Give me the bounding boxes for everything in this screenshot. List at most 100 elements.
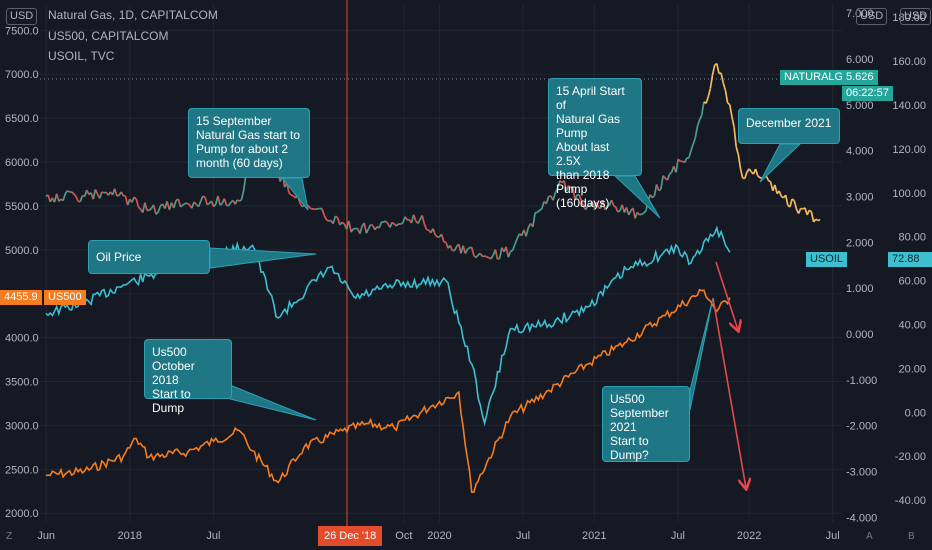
natural-gas-candle-segment	[383, 220, 386, 223]
natural-gas-candle-segment	[641, 212, 645, 215]
natural-gas-candle-segment	[488, 257, 492, 260]
natural-gas-candle-segment	[507, 251, 512, 258]
natural-gas-candle-segment	[182, 202, 186, 206]
scale-toggle-button[interactable]: B	[908, 531, 915, 542]
natural-gas-candle-segment	[778, 190, 783, 197]
natural-gas-candle-segment	[92, 189, 97, 200]
natural-gas-candle-segment	[797, 208, 802, 214]
natural-gas-candle-segment	[784, 194, 789, 206]
x-tick-label: 2020	[427, 530, 451, 542]
natural-gas-candle-segment	[75, 196, 79, 202]
natural-gas-candle-segment	[348, 220, 352, 233]
natural-gas-candle-segment	[227, 201, 232, 206]
x-tick-label: Jul	[671, 530, 685, 542]
zoom-button[interactable]: Z	[6, 531, 13, 542]
x-tick-label: Jul	[516, 530, 530, 542]
natural-gas-candle-segment	[617, 209, 621, 213]
auto-scale-button[interactable]: A	[866, 531, 873, 542]
natural-gas-candle-segment	[395, 223, 400, 227]
natural-gas-candle-segment	[328, 219, 332, 222]
crosshair-date-label: 26 Dec '18	[318, 526, 383, 546]
natural-gas-candle-segment	[426, 228, 429, 231]
natural-gas-candle-segment	[133, 196, 137, 200]
currency-label-right-1[interactable]: USD	[856, 8, 888, 25]
natural-gas-candle-segment	[126, 198, 131, 206]
natural-gas-candle-segment	[66, 189, 71, 193]
natural-gas-candle-segment	[157, 205, 162, 213]
natural-gas-candle-segment	[421, 215, 426, 225]
natural-gas-candle-segment	[532, 212, 536, 227]
natural-gas-candle-segment	[571, 186, 576, 200]
natural-gas-candle-segment	[559, 179, 563, 184]
us500-name-tag: US500	[44, 290, 86, 305]
us500-axis-tick: 5500.0	[5, 201, 39, 213]
natural-gas-candle-segment	[298, 201, 303, 207]
x-tick-label: Jun	[37, 530, 55, 542]
natural-gas-candle-segment	[698, 114, 703, 121]
legend-usoil: USOIL, TVC	[48, 49, 115, 63]
currency-label-right-2[interactable]: USD	[900, 8, 932, 25]
usoil-axis-tick: 160.00	[892, 56, 926, 68]
natural-gas-candle-segment	[79, 195, 84, 202]
natural-gas-candle-segment	[748, 168, 752, 173]
natural-gas-candle-segment	[213, 203, 217, 208]
natural-gas-candle-segment	[116, 194, 120, 197]
dump-arrows	[712, 261, 746, 488]
natural-gas-candle-segment	[423, 223, 428, 230]
natural-gas-candle-segment	[482, 255, 485, 258]
natural-gas-axis-tick: 0.000	[846, 329, 874, 341]
natural-gas-candle-segment	[791, 198, 795, 202]
natural-gas-candle-segment	[720, 72, 725, 84]
natural-gas-candle-segment	[525, 227, 530, 237]
natural-gas-candle-segment	[240, 189, 245, 200]
natural-gas-candle-segment	[202, 195, 206, 199]
natural-gas-candle-segment	[636, 211, 641, 216]
natural-gas-candle-segment	[536, 209, 541, 213]
natural-gas-candle-segment	[47, 194, 52, 203]
natural-gas-candle-segment	[98, 191, 103, 199]
x-tick-label: 2022	[737, 530, 761, 542]
natural-gas-candle-segment	[700, 101, 705, 116]
natural-gas-candle-segment	[363, 222, 368, 234]
annotation-ng-april: 15 April Start of Natural Gas Pump About…	[548, 78, 642, 210]
natural-gas-candle-segment	[540, 201, 545, 210]
natural-gas-candle-segment	[339, 221, 343, 226]
natural-gas-candle-segment	[365, 228, 370, 234]
natural-gas-candle-segment	[334, 215, 339, 219]
natural-gas-candle-segment	[479, 252, 484, 258]
natural-gas-candle-segment	[498, 247, 503, 259]
natural-gas-candle-segment	[497, 257, 501, 261]
natural-gas-price-tag: 5.626	[842, 70, 878, 85]
natural-gas-candle-segment	[727, 102, 731, 106]
currency-label-left[interactable]: USD	[6, 8, 38, 25]
natural-gas-candle-segment	[707, 88, 712, 98]
natural-gas-candle-segment	[453, 246, 458, 252]
natural-gas-candle-segment	[393, 223, 397, 227]
natural-gas-candle-segment	[757, 175, 761, 179]
natural-gas-candle-segment	[135, 198, 140, 208]
natural-gas-candle-segment	[217, 195, 221, 206]
natural-gas-candle-segment	[556, 180, 561, 189]
natural-gas-candle-segment	[172, 200, 177, 209]
grid-lines	[40, 4, 842, 522]
natural-gas-candle-segment	[71, 191, 75, 195]
natural-gas-candle-segment	[210, 200, 215, 208]
natural-gas-candle-segment	[113, 188, 118, 197]
natural-gas-candle-segment	[514, 238, 518, 245]
natural-gas-candle-segment	[466, 246, 471, 251]
natural-gas-candle-segment	[604, 205, 608, 211]
natural-gas-candle-segment	[323, 214, 328, 221]
natural-gas-candle-segment	[715, 63, 720, 74]
countdown-tag: 06:22:57	[842, 86, 893, 101]
natural-gas-axis-tick: 7.000	[846, 8, 874, 20]
axis-labels: Jun 2018 Jul Oct 2020 Jul 2021 Jul 2022 Jul 2000.0…	[5, 8, 926, 542]
natural-gas-candle-segment	[743, 171, 748, 179]
natural-gas-candle-segment	[200, 195, 204, 202]
natural-gas-candle-segment	[615, 206, 619, 213]
natural-gas-candle-segment	[595, 201, 600, 209]
natural-gas-candle-segment	[475, 254, 479, 259]
natural-gas-candle-segment	[643, 210, 647, 214]
natural-gas-candle-segment	[735, 146, 740, 156]
natural-gas-candle-segment	[370, 223, 374, 227]
